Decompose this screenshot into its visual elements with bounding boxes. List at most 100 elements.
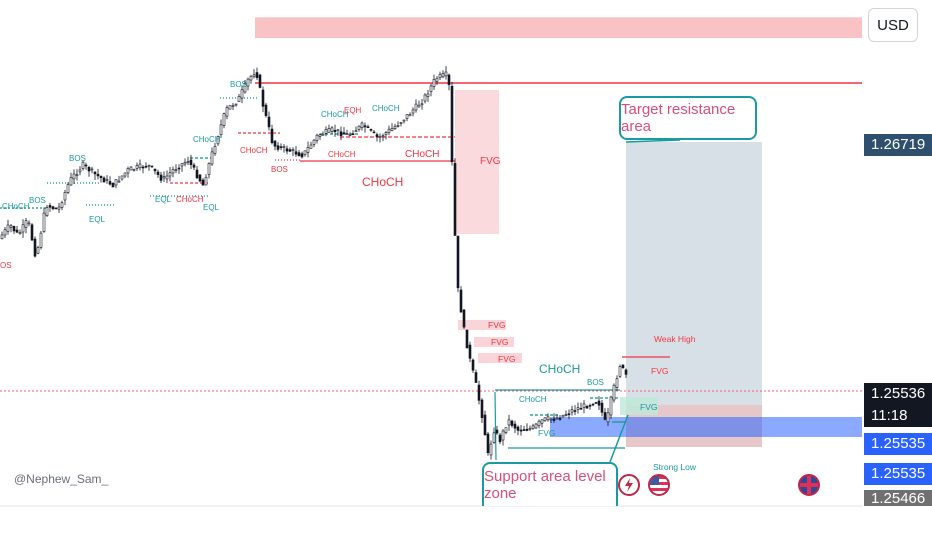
- candle-body: [564, 414, 568, 416]
- candle-body: [93, 171, 97, 175]
- candle-body: [480, 399, 484, 418]
- smc-label-choch: CHoCH: [321, 110, 349, 119]
- candle-body: [423, 94, 427, 102]
- support-zone-callout: Support area level zone: [482, 462, 618, 506]
- candle-body: [534, 423, 538, 429]
- candle-body: [336, 129, 340, 131]
- smc-label-choch: CHoCH: [362, 175, 403, 189]
- candle-body: [615, 378, 619, 388]
- candle-body: [45, 207, 49, 216]
- candle-body: [438, 74, 442, 79]
- candle-body: [138, 163, 142, 169]
- candle-body: [525, 428, 529, 431]
- candle-body: [291, 149, 295, 151]
- candle-body: [498, 434, 502, 443]
- candle-body: [339, 131, 343, 136]
- candle-body: [477, 384, 481, 401]
- candle-body: [555, 417, 559, 420]
- candle-body: [3, 229, 7, 236]
- smc-label-fvg: FVG: [498, 354, 515, 364]
- fvg-zone-small-0: [458, 320, 506, 330]
- bull-fvg-zone: [620, 397, 658, 415]
- smc-label-choch: CHoCH: [539, 362, 580, 376]
- candle-body: [558, 417, 562, 420]
- candle-body: [432, 79, 436, 87]
- candle-body: [261, 89, 265, 107]
- price-axis[interactable]: [862, 0, 932, 506]
- candle-body: [297, 152, 301, 157]
- candle-body: [318, 134, 322, 137]
- candle-body: [177, 167, 181, 170]
- candle-body: [528, 427, 532, 430]
- candle-body: [126, 168, 130, 174]
- candle-body: [114, 179, 118, 186]
- candle-body: [522, 429, 526, 431]
- candle-body: [24, 220, 28, 228]
- candle-body: [348, 134, 352, 136]
- candle-body: [201, 179, 205, 186]
- lightning-event-icon[interactable]: [618, 474, 640, 496]
- smc-label-fvg: FVG: [651, 366, 668, 376]
- smc-label-eql: EQL: [155, 195, 172, 204]
- target-price-tag: 1.26719: [864, 134, 932, 156]
- candle-body: [378, 136, 382, 138]
- smc-label-strong-low: Strong Low: [653, 462, 697, 472]
- candle-body: [180, 163, 184, 167]
- candle-body: [207, 163, 211, 175]
- candle-body: [255, 72, 259, 78]
- structure-line-13: [494, 391, 497, 461]
- candle-body: [468, 344, 472, 359]
- candle-body: [474, 372, 478, 383]
- candle-body: [303, 150, 307, 155]
- us-flag-icon[interactable]: [648, 474, 670, 496]
- smc-label-fvg: FVG: [538, 428, 555, 438]
- candle-body: [69, 176, 73, 186]
- candle-body: [234, 103, 238, 106]
- candle-body: [198, 174, 202, 182]
- candle-body: [159, 174, 163, 181]
- candle-body: [240, 89, 244, 99]
- candle-body: [471, 359, 475, 371]
- candle-body: [612, 384, 616, 401]
- candle-body: [300, 153, 304, 158]
- candle-body: [444, 71, 448, 77]
- candle-body: [600, 402, 604, 413]
- candle-body: [342, 132, 346, 135]
- candle-body: [510, 420, 514, 426]
- candle-body: [345, 133, 349, 135]
- candle-body: [516, 426, 520, 431]
- candle-body: [72, 173, 76, 180]
- uk-flag-icon[interactable]: [798, 474, 820, 496]
- candle-body: [453, 163, 457, 236]
- smc-label-choch: CHoCH: [519, 395, 547, 404]
- candle-body: [81, 161, 85, 169]
- candle-body: [60, 202, 64, 208]
- candle-body: [210, 151, 214, 165]
- candle-body: [519, 429, 523, 432]
- candle-body: [402, 119, 406, 122]
- smc-label-choch: CHoCH: [328, 150, 356, 159]
- currency-button[interactable]: USD: [868, 8, 918, 42]
- target-pointer-line: [625, 139, 681, 143]
- candle-body: [573, 410, 577, 412]
- candle-body: [585, 406, 589, 409]
- candle-body: [6, 224, 10, 232]
- candle-body: [588, 405, 592, 407]
- candle-body: [552, 418, 556, 421]
- candle-body: [582, 403, 586, 408]
- candle-body: [285, 148, 289, 152]
- candle-body: [450, 85, 454, 163]
- author-watermark: @Nephew_Sam_: [14, 472, 109, 486]
- candle-body: [39, 232, 43, 248]
- candle-body: [408, 114, 412, 117]
- candle-body: [120, 175, 124, 180]
- countdown-tag: 11:18: [864, 405, 932, 427]
- candle-body: [396, 125, 400, 127]
- candle-body: [117, 180, 121, 183]
- candle-body: [327, 128, 331, 133]
- candle-body: [513, 423, 517, 429]
- candle-body: [441, 73, 445, 78]
- candle-body: [456, 235, 460, 289]
